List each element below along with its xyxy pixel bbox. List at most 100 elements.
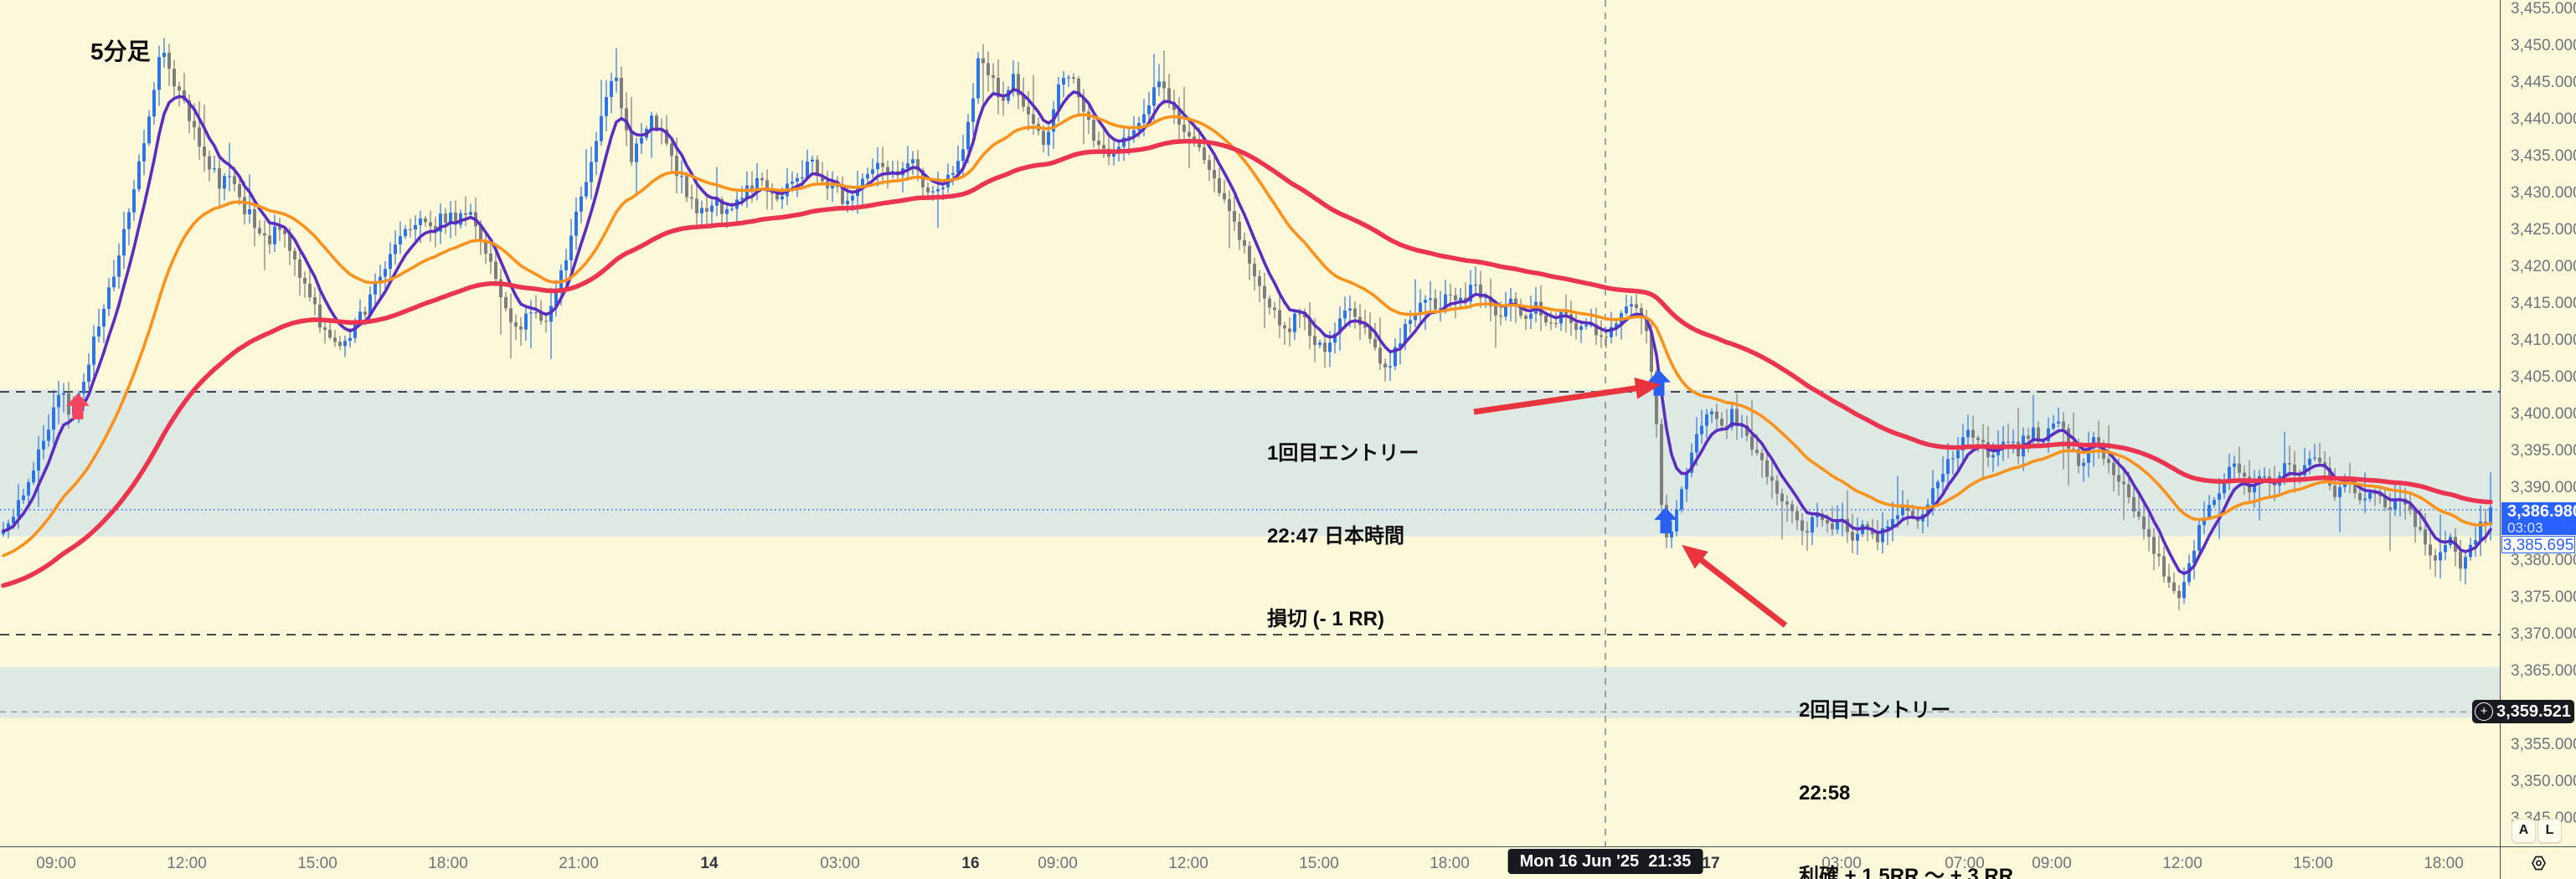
entry1-line2: 22:47 日本時間 [1267,525,1405,547]
down-candle [1735,409,1739,426]
down-candle [318,304,322,328]
up-candle [97,326,100,337]
crosshair-time-badge: Mon 16 Jun '25 21:35 [1507,849,1703,874]
up-candle [1931,488,1935,505]
up-candle [2313,457,2316,459]
up-candle [142,143,146,162]
down-candle [2097,437,2100,445]
down-candle [1072,77,1075,79]
down-candle [2142,517,2146,530]
down-candle [534,312,538,314]
up-candle [419,218,422,225]
up-candle [640,137,643,144]
down-candle [816,159,819,177]
down-candle [2027,435,2030,440]
pink-up-arrow-marker[interactable] [66,393,90,419]
up-candle [1996,449,2000,455]
up-candle [2479,522,2482,541]
up-candle [781,196,784,200]
down-candle [1785,501,1789,505]
red-annotation-arrow-1[interactable] [1473,378,1661,415]
down-candle [992,75,995,78]
up-candle [2047,428,2050,442]
down-candle [178,86,181,90]
down-candle [1790,504,1794,511]
price-level-badge[interactable]: + 3,359.521 [2472,700,2574,723]
down-candle [1303,314,1306,318]
slow-ema-line[interactable] [1,138,2493,589]
down-candle [625,108,628,131]
blue-up-arrow-marker-2[interactable] [1654,507,1677,534]
down-candle [1770,476,1774,481]
price-axis-label: 3,375.000 [2511,589,2576,606]
up-candle [554,292,558,306]
down-candle [695,198,698,213]
up-candle [32,470,35,482]
down-candle [1906,505,1909,511]
up-candle [2263,475,2266,478]
down-candle [263,233,266,236]
down-candle [1313,336,1316,346]
down-candle [183,90,186,100]
down-candle [1564,311,1568,315]
up-candle [1394,347,1397,367]
mid-ema-line[interactable] [2,113,2492,558]
up-candle [2308,458,2311,465]
down-candle [1831,523,1834,530]
down-candle [1544,316,1548,323]
down-candle [494,261,497,280]
log-scale-button[interactable]: L [2537,819,2562,843]
up-candle [1836,522,1839,530]
up-candle [2057,421,2060,424]
fast-ema-line[interactable] [2,88,2492,575]
up-candle [866,173,869,179]
up-candle [911,159,914,164]
price-axis-label: 3,350.000 [2511,773,2576,790]
up-candle [404,229,407,237]
up-candle [1127,136,1131,138]
up-candle [2182,582,2186,599]
up-candle [936,188,940,192]
down-candle [2293,464,2296,475]
add-alert-plus-icon[interactable]: + [2475,702,2493,721]
scale-settings-icon[interactable] [2526,851,2551,875]
down-candle [2122,481,2125,485]
down-candle [303,277,307,284]
time-axis-label: 09:00 [1038,855,1078,872]
down-candle [1660,424,1663,506]
down-candle [836,186,839,188]
down-candle [238,184,241,198]
down-candle [1092,120,1095,141]
entry2-annotation[interactable]: 2回目エントリー 22:58 利確 + 1.5RR ～ + 3 RR [1799,641,2013,879]
up-candle [1062,78,1065,85]
down-candle [1363,325,1367,328]
up-candle [1881,528,1884,542]
up-candle [1047,131,1050,146]
down-candle [454,213,457,225]
time-axis-label: 15:00 [1299,855,1339,872]
up-candle [2042,441,2045,443]
up-candle [2444,545,2447,553]
up-candle [1399,343,1402,347]
time-axis[interactable]: 09:00 12:00 15:00 18:00 21:00 14 03:00 16 09:00 1… [0,846,2576,879]
up-candle [740,198,744,200]
down-candle [620,77,623,109]
level-lines[interactable] [0,391,2500,713]
up-candle [1695,434,1698,453]
down-candle [1866,524,1869,529]
down-candle [1464,297,1467,302]
down-candle [2172,582,2176,591]
up-candle [414,224,417,230]
axis-corner [2500,846,2576,879]
up-candle [1012,74,1015,90]
auto-scale-button[interactable]: A [2512,819,2536,843]
down-candle [188,100,191,121]
down-candle [208,156,211,170]
up-candle [1529,313,1533,319]
up-candle [1685,472,1688,490]
entry1-annotation[interactable]: 1回目エントリー 22:47 日本時間 損切 (- 1 RR) [1267,384,1419,688]
time-axis-label: 18:00 [428,855,468,872]
red-annotation-arrow-2[interactable] [1682,544,1788,628]
